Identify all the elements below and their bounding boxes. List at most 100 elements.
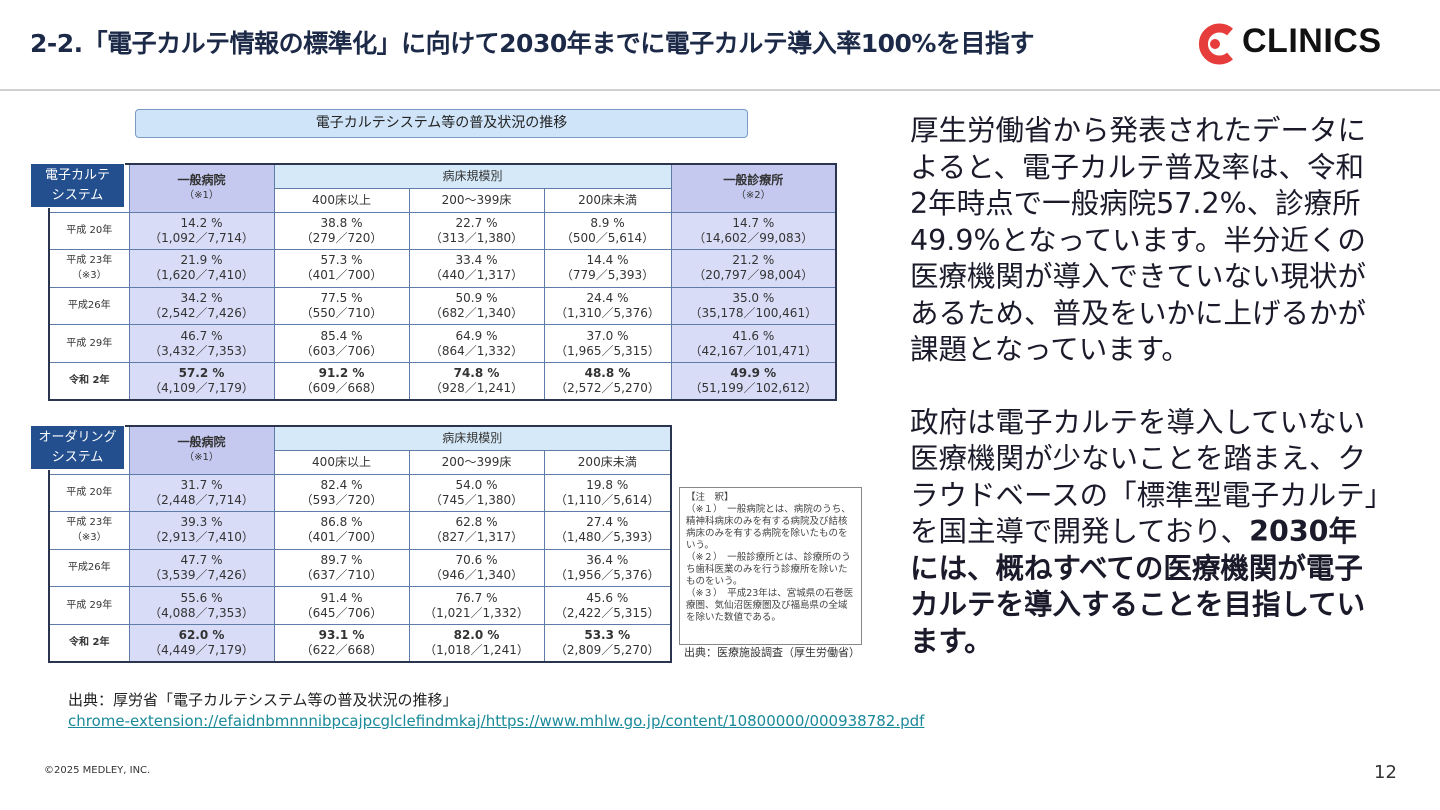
count: （1,310／5,376） (555, 305, 660, 320)
count: （1,110／5,614） (554, 492, 660, 507)
percent: 62.8 % (455, 515, 498, 530)
percent: 36.4 % (586, 552, 629, 567)
count: （1,092／7,714） (149, 230, 254, 245)
count: （682／1,340） (429, 305, 524, 320)
count: （864／1,332） (429, 343, 524, 358)
percent: 91.4 % (320, 590, 363, 605)
cell: 14.7 % （14,602／99,083） (670, 211, 837, 251)
header-row: 400床以上 200〜399床 200床未満 (49, 187, 836, 213)
percent: 21.2 % (732, 253, 775, 268)
cell: 57.3 % （401／700） (273, 249, 410, 288)
table-label: 電子カルテ システム (30, 163, 125, 208)
year: 平成 20年 (66, 225, 113, 237)
count: （2,572／5,270） (555, 380, 660, 395)
count: （1,620／7,410） (149, 268, 254, 283)
data-row: 平成 23年 （※3） 21.9 % （1,620／7,410） 57.3 % （401／… (48, 249, 837, 288)
row-label: 平成26年 (48, 548, 130, 588)
data-table: 一般病院 （※1） 病床規模別 一般診療所 （※2） 400床以上 200〜399床 200床… (48, 163, 838, 401)
paragraph: 厚生労働省から発表されたデータによると、電子カルテ普及率は、令和2年時点で一般病… (910, 114, 1367, 366)
header-cell: 400床以上 (273, 187, 410, 213)
cell: 62.0 % （4,449／7,179） (128, 623, 275, 663)
count: （440／1,317） (429, 268, 524, 283)
percent: 14.4 % (586, 253, 629, 268)
percent: 85.4 % (320, 328, 363, 343)
row-label: 令和 2年 (48, 623, 130, 663)
count: （593／720） (300, 492, 383, 507)
header-text: 一般診療所 (723, 173, 784, 188)
cell: 76.7 % （1,021／1,332） (408, 586, 545, 625)
percent: 14.2 % (180, 215, 223, 230)
count: （279／720） (300, 230, 383, 245)
count: （20,797／98,004） (693, 268, 814, 283)
percent: 22.7 % (455, 215, 498, 230)
year: 令和 2年 (69, 637, 110, 649)
row-label: 平成 23年 （※3） (48, 511, 130, 550)
count: （401／700） (300, 530, 383, 545)
cell: 19.8 % （1,110／5,614） (543, 473, 672, 513)
label-line: システム (51, 188, 104, 203)
cell: 47.7 % （3,539／7,426） (128, 548, 275, 588)
count: （2,448／7,714） (149, 492, 254, 507)
year: 平成 29年 (66, 600, 113, 612)
logo-icon (1198, 23, 1233, 65)
figure-source: 出典：医療施設調査（厚生労働省） (684, 646, 860, 659)
count: （622／668） (300, 642, 383, 657)
percent: 49.9 % (730, 365, 777, 380)
count: （313／1,380） (429, 230, 524, 245)
year: 令和 2年 (69, 375, 110, 387)
cell: 64.9 % （864／1,332） (408, 324, 545, 363)
cell: 77.5 % （550／710） (273, 286, 410, 326)
count: （745／1,380） (429, 492, 524, 507)
data-table: 一般病院 （※1） 病床規模別 400床以上 200〜399床 200床未満 平成 20年 3… (48, 425, 673, 663)
row-label: 平成 29年 (48, 586, 130, 625)
percent: 62.0 % (178, 627, 225, 642)
header-row: 400床以上 200〜399床 200床未満 (49, 449, 672, 475)
percent: 55.6 % (180, 590, 223, 605)
row-label: 平成 29年 (48, 324, 130, 363)
header-row: 一般病院 （※1） 病床規模別 (48, 425, 672, 475)
count: （637／710） (300, 567, 383, 582)
cell: 85.4 % （603／706） (273, 324, 410, 363)
source-link[interactable]: chrome-extension://efaidnbmnnnibpcajpcgl… (68, 712, 925, 730)
cell: 70.6 % （946／1,340） (408, 548, 545, 588)
percent: 74.8 % (453, 365, 500, 380)
percent: 8.9 % (590, 215, 625, 230)
note: （※３） 平成23年は、宮城県の石巻医療圏、気仙沼医療圏及び福島県の全域を除いた… (686, 588, 854, 623)
header-cell: 200〜399床 (408, 449, 545, 475)
count: （2,422／5,315） (554, 605, 660, 620)
header-note: （※2） (735, 190, 771, 202)
percent: 57.2 % (178, 365, 225, 380)
cell: 48.8 % （2,572／5,270） (543, 361, 672, 401)
cell: 8.9 % （500／5,614） (543, 211, 672, 251)
cell: 14.2 % （1,092／7,714） (128, 211, 275, 251)
header-cell: 200床未満 (543, 187, 672, 213)
header-text: 一般病院 (177, 435, 226, 450)
cell: 89.7 % （637／710） (273, 548, 410, 588)
percent: 19.8 % (586, 477, 629, 492)
cell: 34.2 % （2,542／7,426） (128, 286, 275, 326)
cell: 39.3 % （2,913／7,410） (128, 511, 275, 550)
cell: 82.4 % （593／720） (273, 473, 410, 513)
text: 政府は電子カルテを導入していない医療機関が少ないことを踏まえ、クラウドベースの「… (910, 405, 1379, 549)
count: （779／5,393） (560, 268, 655, 283)
percent: 47.7 % (180, 552, 223, 567)
cell: 91.4 % （645／706） (273, 586, 410, 625)
count: （1,480／5,393） (554, 530, 660, 545)
header-note: （※1） (184, 452, 219, 464)
data-row: 平成 29年 46.7 % （3,432／7,353） 85.4 % （603／706）… (48, 324, 837, 363)
header-note: （※1） (184, 190, 219, 202)
cell: 41.6 % （42,167／101,471） (670, 324, 837, 363)
source: 出典：厚労省「電子カルテシステム等の普及状況の推移」 (68, 691, 458, 709)
note: 【注 釈】 (686, 492, 734, 503)
percent: 53.3 % (584, 627, 631, 642)
data-row: 平成 29年 55.6 % （4,088／7,353） 91.4 % （645／706）… (48, 586, 672, 625)
title: 2-2.「電子カルテ情報の標準化」に向けて2030年までに電子カルテ導入率100… (30, 29, 1034, 58)
percent: 35.0 % (732, 290, 775, 305)
count: （2,913／7,410） (149, 530, 254, 545)
cell: 55.6 % （4,088／7,353） (128, 586, 275, 625)
header-cell: 400床以上 (273, 449, 410, 475)
cell: 74.8 % （928／1,241） (408, 361, 545, 401)
data-row: 平成 20年 31.7 % （2,448／7,714） 82.4 % （593／720）… (48, 473, 672, 513)
cell: 37.0 % （1,965／5,315） (543, 324, 672, 363)
count: （401／700） (300, 268, 383, 283)
